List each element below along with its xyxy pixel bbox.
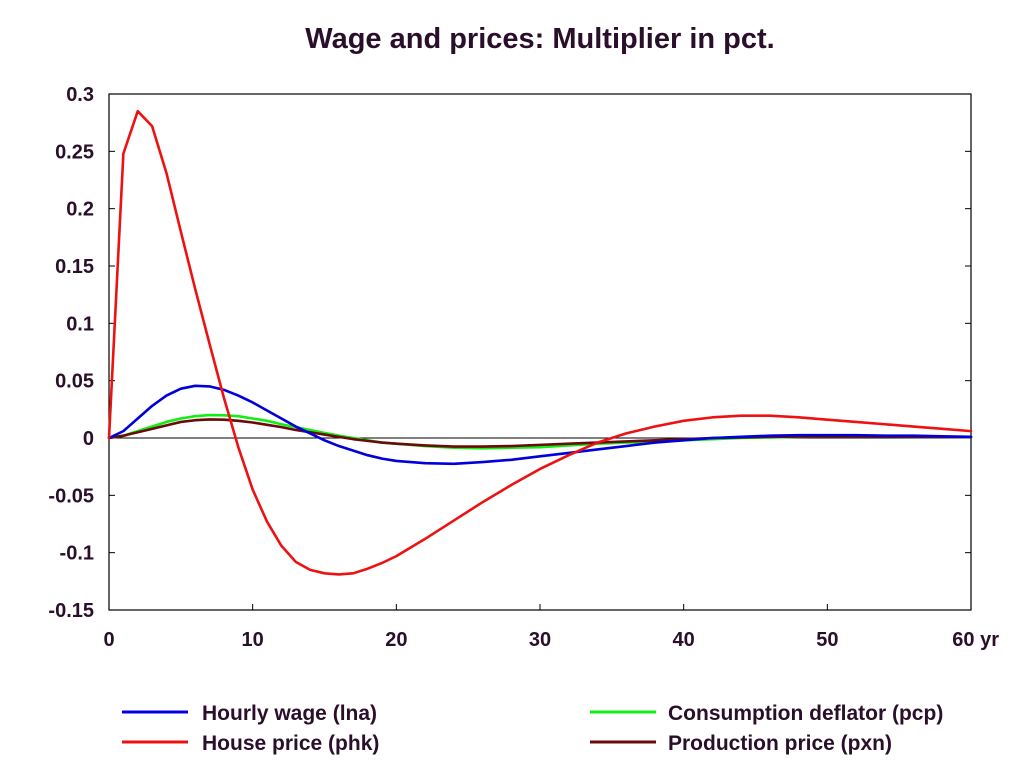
x-tick-label: 40 <box>673 629 695 651</box>
legend-label-hourly-wage-lna: Hourly wage (lna) <box>202 702 377 725</box>
x-tick-label: 20 <box>385 629 407 651</box>
series-line-hourly-wage-lna <box>107 384 973 466</box>
legend-label-consumption-deflator-pcp: Consumption deflator (pcp) <box>668 702 943 725</box>
y-tick-label: 0.1 <box>66 313 94 335</box>
series-layer <box>107 109 973 576</box>
y-tick-label: 0.05 <box>55 371 94 393</box>
y-tick-label: -0.15 <box>48 600 94 622</box>
series-line-house-price-phk <box>107 109 973 576</box>
y-tick-label: 0.3 <box>66 84 94 106</box>
legend: Hourly wage (lna) House price (phk) Consum… <box>122 702 943 755</box>
y-tick-label: -0.1 <box>60 543 94 565</box>
legend-label-house-price-phk: House price (phk) <box>202 732 379 755</box>
y-tick-label: 0.25 <box>55 141 94 163</box>
y-tick-label: 0 <box>83 428 94 450</box>
y-tick-label: 0.2 <box>66 199 94 221</box>
x-tick-label: 50 <box>816 629 838 651</box>
chart-title: Wage and prices: Multiplier in pct. <box>305 23 774 55</box>
series-line-production-price-pxn <box>107 418 973 448</box>
x-tick-label: 30 <box>529 629 551 651</box>
y-tick-label: 0.15 <box>55 256 94 278</box>
legend-label-production-price-pxn: Production price (pxn) <box>668 732 892 755</box>
y-tick-label: -0.05 <box>48 485 94 507</box>
plot-frame <box>108 93 972 611</box>
x-tick-label: 60 yr <box>952 629 999 651</box>
axes: 0.3 0.25 0.2 0.15 0.1 0.05 0 -0.05 -0.1 -0.15 0 10 2… <box>48 84 999 651</box>
x-tick-label: 10 <box>242 629 264 651</box>
x-tick-label: 0 <box>103 629 114 651</box>
